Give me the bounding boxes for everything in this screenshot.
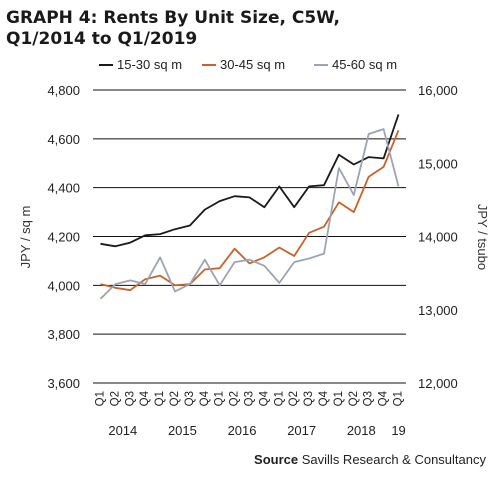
x-year-label-3: 2017 xyxy=(287,423,316,438)
y2-tick-label-2: 14,000 xyxy=(418,230,458,245)
y-tick-label-5: 4,600 xyxy=(47,132,80,147)
x-tick-label-17: Q2 xyxy=(348,391,360,406)
y2-tick-label-1: 13,000 xyxy=(418,303,458,318)
x-tick-label-0: Q1 xyxy=(94,391,106,406)
y-tick-label-0: 3,600 xyxy=(47,376,80,391)
y-tick-label-6: 4,800 xyxy=(47,83,80,98)
x-tick-label-6: Q3 xyxy=(184,391,196,406)
legend-label-2: 45-60 sq m xyxy=(332,57,397,72)
legend: 15-30 sq m 30-45 sq m 45-60 sq m xyxy=(99,57,397,72)
chart-title-line-1: GRAPH 4: Rents By Unit Size, C5W, xyxy=(6,8,340,28)
y2-tick-label-0: 12,000 xyxy=(418,376,458,391)
y-tick-label-2: 4,000 xyxy=(47,278,80,293)
x-year-label-2: 2016 xyxy=(228,423,257,438)
y-tick-label-3: 4,200 xyxy=(47,230,80,245)
x-tick-label-5: Q2 xyxy=(169,391,181,406)
x-tick-label-7: Q4 xyxy=(199,390,211,406)
x-tick-label-18: Q3 xyxy=(363,391,375,406)
x-tick-label-4: Q1 xyxy=(154,391,166,406)
y-axis-right: 12,000 13,000 14,000 15,000 16,000 xyxy=(418,83,458,391)
x-year-label-0: 2014 xyxy=(108,423,137,438)
x-tick-label-10: Q3 xyxy=(244,391,256,406)
y-axis-left-label: JPY / sq m xyxy=(18,206,33,269)
x-tick-label-9: Q2 xyxy=(229,391,241,406)
x-tick-label-14: Q3 xyxy=(303,391,315,406)
source-text: Savills Research & Consultancy xyxy=(301,452,486,467)
series-line-30-45-sq-m xyxy=(100,129,400,292)
x-year-label-1: 2015 xyxy=(168,423,197,438)
source-label: Source xyxy=(254,452,299,467)
x-tick-label-8: Q1 xyxy=(214,391,226,406)
series-line-45-60-sq-m xyxy=(99,128,400,300)
x-axis: Q1 Q2 Q3 Q4 Q1 Q2 Q3 Q4 Q1 Q2 Q3 Q4 Q1 Q2 Q3 Q4 Q1 Q2 Q3 Q4… xyxy=(94,390,405,438)
x-tick-label-3: Q4 xyxy=(139,390,151,406)
y-tick-label-1: 3,800 xyxy=(47,327,80,342)
gridlines xyxy=(93,89,406,384)
chart-title: GRAPH 4: Rents By Unit Size, C5W, Q1/201… xyxy=(6,8,340,50)
y2-tick-label-3: 15,000 xyxy=(418,156,458,171)
x-tick-label-16: Q1 xyxy=(333,391,345,406)
y2-tick-label-4: 16,000 xyxy=(418,83,458,98)
y-axis-right-label: JPY / tsubo xyxy=(475,204,490,270)
x-tick-label-11: Q4 xyxy=(258,390,270,406)
x-tick-label-20: Q1 xyxy=(393,391,405,406)
x-tick-label-1: Q2 xyxy=(109,391,121,406)
legend-label-1: 30-45 sq m xyxy=(220,57,285,72)
x-year-label-4: 2018 xyxy=(347,423,376,438)
x-tick-label-2: Q3 xyxy=(124,391,136,406)
x-tick-label-15: Q4 xyxy=(318,390,330,406)
legend-label-0: 15-30 sq m xyxy=(117,57,182,72)
source-note: Source Savills Research & Consultancy xyxy=(254,452,486,467)
series-lines xyxy=(99,114,400,300)
series-line-15-30-sq-m xyxy=(100,114,400,248)
y-tick-label-4: 4,400 xyxy=(47,181,80,196)
x-tick-label-13: Q2 xyxy=(288,391,300,406)
y-axis-left: 3,600 3,800 4,000 4,200 4,400 4,600 4,800 xyxy=(47,83,80,391)
chart-title-line-2: Q1/2014 to Q1/2019 xyxy=(6,29,198,49)
x-tick-label-12: Q1 xyxy=(273,391,285,406)
x-year-label-5: 19 xyxy=(391,423,405,438)
x-tick-label-19: Q4 xyxy=(378,390,390,406)
